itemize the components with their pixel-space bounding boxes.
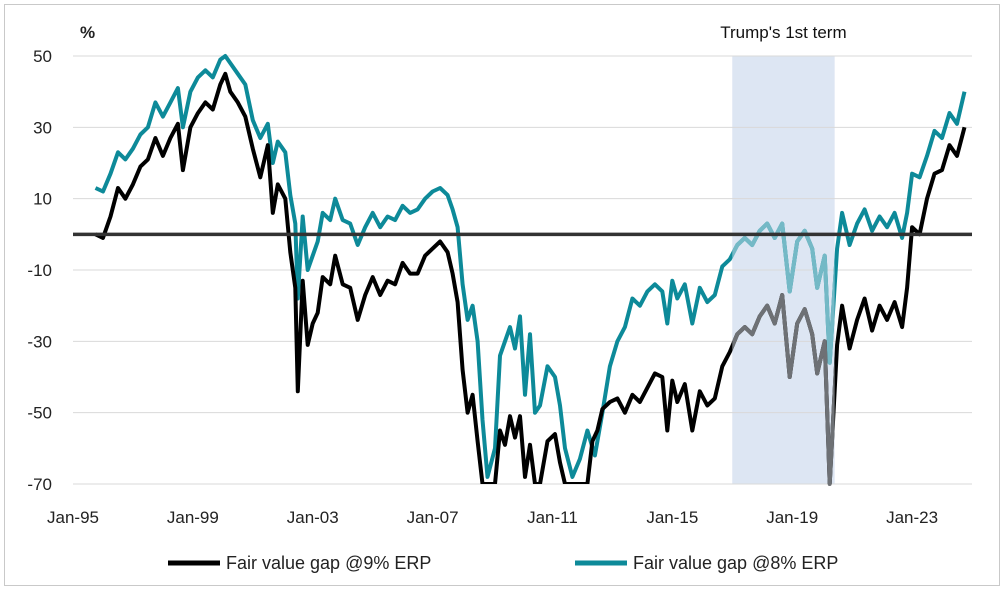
shaded-region-label: Trump's 1st term: [720, 23, 846, 42]
x-tick-label: Jan-19: [766, 508, 818, 527]
series-line-erp9-in-region: [732, 293, 835, 486]
y-axis-unit: %: [80, 23, 95, 42]
y-tick-label: -70: [27, 475, 52, 494]
x-tick-label: Jan-11: [527, 508, 578, 527]
x-tick-label: Jan-99: [167, 508, 219, 527]
y-tick-label: 30: [33, 118, 52, 137]
x-tick-label: Jan-15: [646, 508, 698, 527]
x-tick-label: Jan-95: [47, 508, 99, 527]
y-tick-label: 10: [33, 190, 52, 209]
x-tick-label: Jan-03: [287, 508, 339, 527]
series-layer: [73, 54, 972, 486]
y-tick-label: 50: [33, 47, 52, 66]
axis-labels: 50 30 10 -10 -30 -50 -70% Jan-95 Jan-99 Jan-03 Jan…: [27, 23, 938, 527]
series-line-erp8-in-region: [732, 221, 835, 365]
y-tick-label: -10: [27, 261, 52, 280]
y-tick-label: -50: [27, 404, 52, 423]
legend-label: Fair value gap @9% ERP: [226, 553, 431, 573]
y-tick-label: -30: [27, 332, 52, 351]
legend: Fair value gap @9% ERP Fair value gap @8%…: [168, 553, 838, 573]
legend-label: Fair value gap @8% ERP: [633, 553, 838, 573]
x-tick-label: Jan-07: [407, 508, 459, 527]
x-tick-label: Jan-23: [886, 508, 938, 527]
